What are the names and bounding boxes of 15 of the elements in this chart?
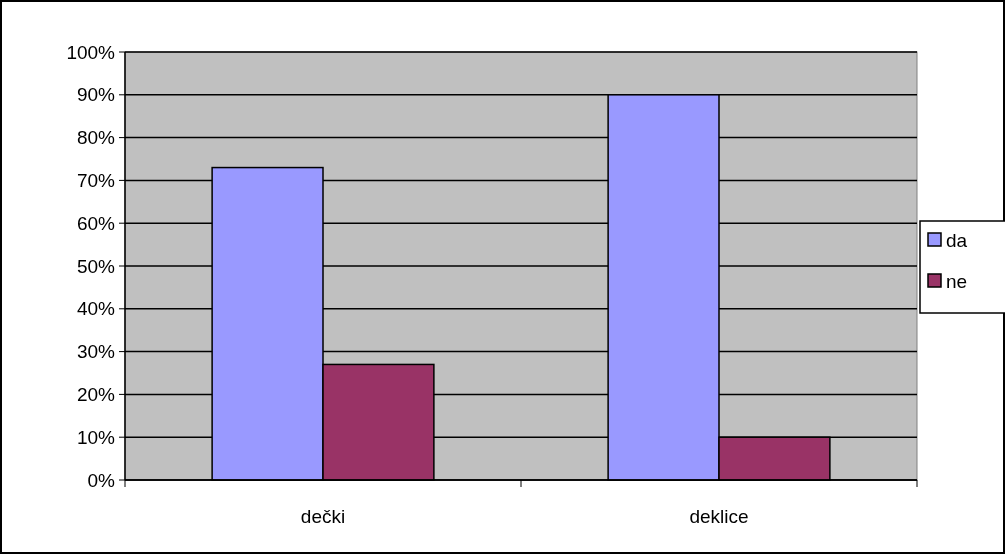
x-tick-label: dečki: [300, 506, 346, 527]
x-tick-label: deklice: [689, 506, 749, 527]
y-tick-label: 90%: [76, 84, 116, 106]
y-tick-label: 0%: [87, 469, 116, 491]
y-tick-label: 40%: [76, 298, 116, 320]
y-tick-label: 100%: [66, 41, 116, 63]
y-tick-label: 80%: [76, 127, 116, 149]
y-tick-label: 50%: [76, 255, 116, 277]
y-tick-label: 10%: [76, 426, 116, 448]
legend-label: da: [946, 229, 968, 251]
y-tick-label: 30%: [76, 341, 116, 363]
legend-label: ne: [946, 270, 968, 292]
y-tick-label: 20%: [76, 384, 116, 406]
y-tick-label: 70%: [76, 170, 116, 192]
y-tick-label: 60%: [76, 212, 116, 234]
